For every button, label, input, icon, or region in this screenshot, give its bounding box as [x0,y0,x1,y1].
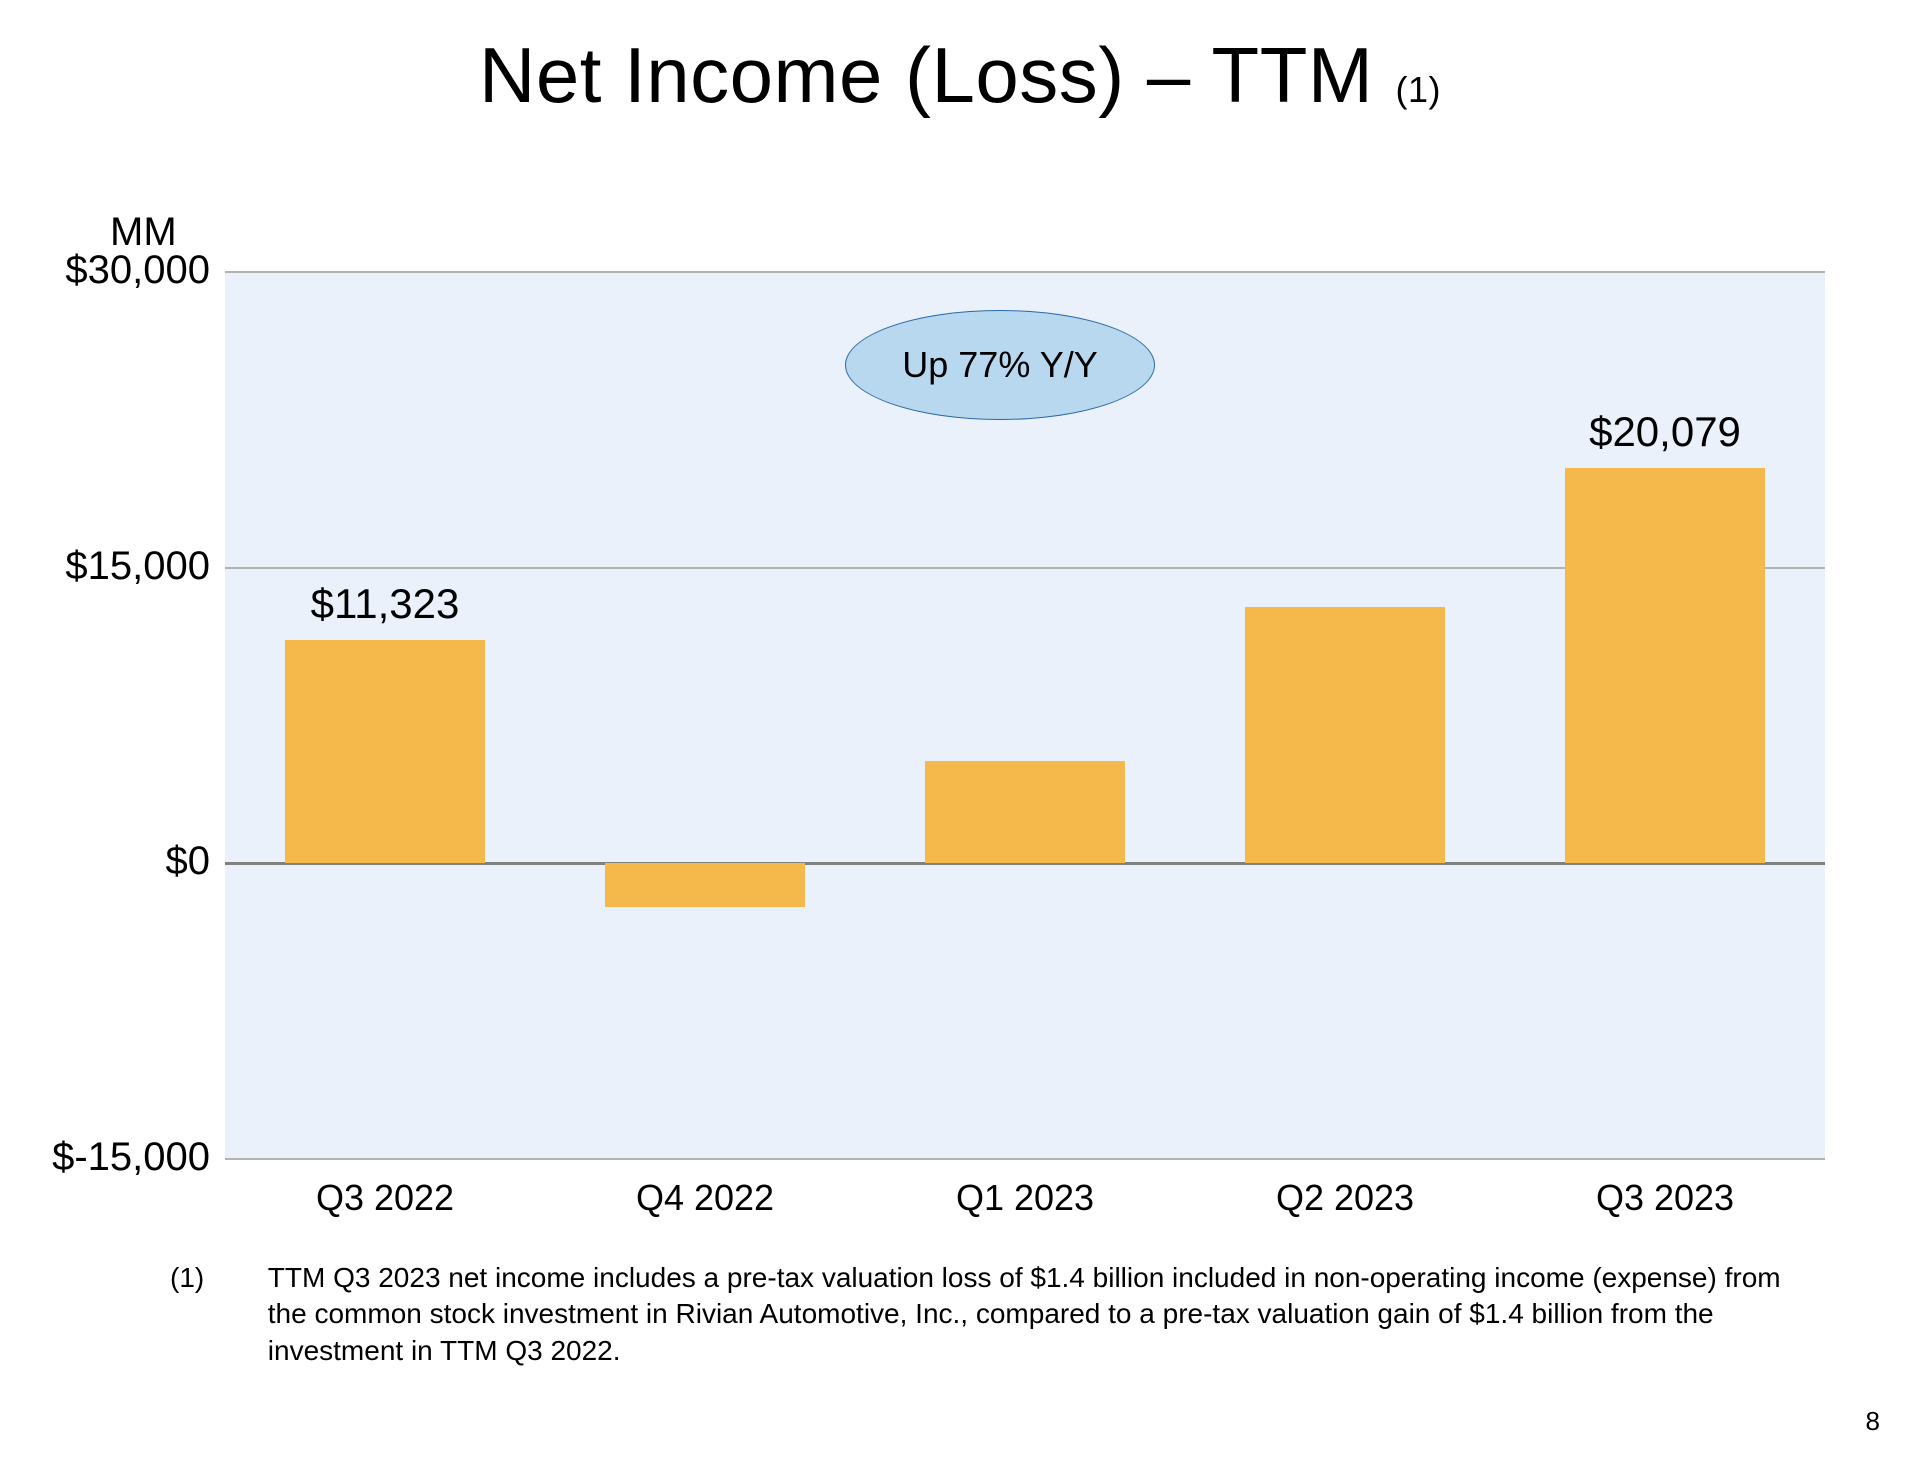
y-tick-label: $0 [10,839,210,884]
bar-data-label: $20,079 [1589,408,1741,456]
footnote: (1) TTM Q3 2023 net income includes a pr… [170,1260,1810,1369]
callout-badge: Up 77% Y/Y [845,310,1155,420]
footnote-text: TTM Q3 2023 net income includes a pre-ta… [268,1260,1808,1369]
bar [605,863,805,906]
net-income-bar-chart: $30,000 $15,000 $0 $-15,000 Q3 2022 Q4 2022 Q1… [0,0,1920,1467]
bar [1245,607,1445,863]
y-tick-label: $-15,000 [10,1135,210,1180]
bar [1565,468,1765,864]
bar [925,761,1125,863]
bar [285,640,485,863]
gridline [225,1158,1825,1160]
x-tick-label: Q4 2022 [636,1177,774,1219]
x-tick-label: Q1 2023 [956,1177,1094,1219]
bar-data-label: $11,323 [311,580,460,628]
gridline [225,271,1825,273]
x-tick-label: Q3 2023 [1596,1177,1734,1219]
y-tick-label: $15,000 [10,544,210,589]
x-tick-label: Q2 2023 [1276,1177,1414,1219]
footnote-num: (1) [170,1260,260,1296]
y-tick-label: $30,000 [10,248,210,293]
x-tick-label: Q3 2022 [316,1177,454,1219]
page-number: 8 [1866,1406,1880,1437]
